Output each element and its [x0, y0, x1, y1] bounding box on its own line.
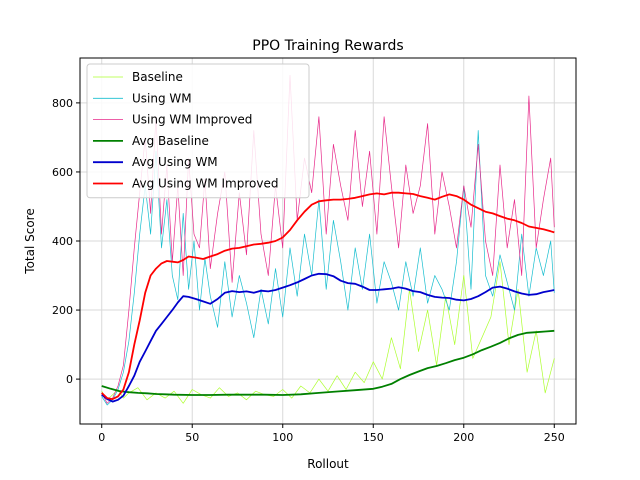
x-tick-label: 50: [185, 431, 199, 444]
x-tick-label: 250: [544, 431, 565, 444]
x-tick-label: 100: [272, 431, 293, 444]
series-line-avg-baseline: [101, 329, 555, 396]
chart-title: PPO Training Rewards: [252, 38, 403, 54]
series-line-avg-using-wm: [101, 272, 555, 403]
legend-box: [86, 63, 310, 199]
x-tick-label: 150: [363, 431, 384, 444]
series-line-baseline: [101, 261, 555, 404]
y-tick-label: 200: [52, 304, 73, 317]
y-tick-label: 400: [52, 235, 73, 248]
axis-ticks: 0 50 100 150 200 250 0 200 400 600 800: [52, 97, 565, 444]
y-axis-label: Total Score: [23, 208, 37, 274]
series-line-avg-using-wm-improved: [101, 191, 555, 401]
legend-label: Avg Using WM: [132, 155, 218, 169]
series-line-using-wm-improved: [101, 74, 555, 404]
y-tick-label: 0: [66, 373, 73, 386]
legend-label: Avg Using WM Improved: [132, 177, 278, 191]
legend-label: Baseline: [132, 70, 183, 84]
x-tick-label: 0: [98, 431, 105, 444]
plot-area: [101, 74, 555, 406]
legend-label: Using WM: [132, 91, 192, 105]
legend-label: Avg Baseline: [132, 134, 209, 148]
x-tick-label: 200: [453, 431, 474, 444]
y-tick-label: 600: [52, 166, 73, 179]
legend-label: Using WM Improved: [132, 113, 252, 127]
x-axis-label: Rollout: [307, 457, 349, 471]
legend: Baseline Using WM Using WM Improved Avg Bas…: [86, 63, 310, 199]
y-tick-label: 800: [52, 97, 73, 110]
